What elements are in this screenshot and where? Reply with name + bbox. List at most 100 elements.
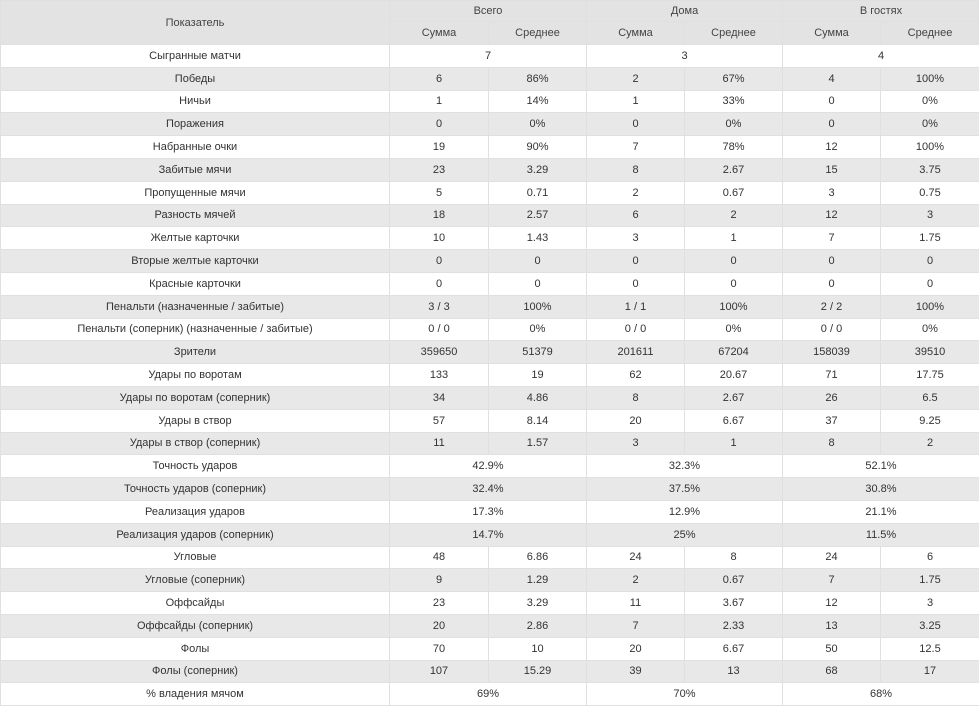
- average-cell: 90%: [489, 136, 587, 159]
- sum-cell: 3 / 3: [390, 295, 489, 318]
- sum-cell: 11: [587, 592, 685, 615]
- average-cell: 100%: [685, 295, 783, 318]
- average-cell: 2.67: [685, 158, 783, 181]
- row-label: Разность мячей: [1, 204, 390, 227]
- sum-cell: 0 / 0: [587, 318, 685, 341]
- merged-value-cell: 17.3%: [390, 500, 587, 523]
- average-cell: 9.25: [881, 409, 979, 432]
- sum-cell: 19: [390, 136, 489, 159]
- row-label: Ничьи: [1, 90, 390, 113]
- merged-value-cell: 4: [783, 45, 979, 68]
- sum-cell: 12: [783, 592, 881, 615]
- average-cell: 0.67: [685, 181, 783, 204]
- sum-cell: 0: [587, 113, 685, 136]
- average-cell: 51379: [489, 341, 587, 364]
- average-cell: 4.86: [489, 386, 587, 409]
- sum-cell: 2 / 2: [783, 295, 881, 318]
- sum-cell: 1: [587, 90, 685, 113]
- average-cell: 0.75: [881, 181, 979, 204]
- average-cell: 6.67: [685, 637, 783, 660]
- sum-cell: 15: [783, 158, 881, 181]
- sum-cell: 6: [390, 67, 489, 90]
- sum-cell: 62: [587, 364, 685, 387]
- sum-cell: 8: [587, 386, 685, 409]
- sum-cell: 18: [390, 204, 489, 227]
- sum-cell: 7: [783, 227, 881, 250]
- subheader-sum: Сумма: [587, 22, 685, 45]
- table-row: Пенальти (соперник) (назначенные / забит…: [1, 318, 979, 341]
- sum-cell: 158039: [783, 341, 881, 364]
- table-row: Реализация ударов (соперник)14.7%25%11.5…: [1, 523, 979, 546]
- sum-cell: 13: [783, 614, 881, 637]
- sum-cell: 9: [390, 569, 489, 592]
- merged-value-cell: 7: [390, 45, 587, 68]
- row-label: Пенальти (назначенные / забитые): [1, 295, 390, 318]
- sum-cell: 0: [390, 113, 489, 136]
- sum-cell: 24: [783, 546, 881, 569]
- average-cell: 6.5: [881, 386, 979, 409]
- row-label: Желтые карточки: [1, 227, 390, 250]
- sum-cell: 20: [587, 637, 685, 660]
- row-label: Точность ударов (соперник): [1, 478, 390, 501]
- sum-cell: 12: [783, 204, 881, 227]
- sum-cell: 1 / 1: [587, 295, 685, 318]
- sum-cell: 3: [587, 432, 685, 455]
- row-label: Удары по воротам (соперник): [1, 386, 390, 409]
- merged-value-cell: 21.1%: [783, 500, 979, 523]
- sum-cell: 133: [390, 364, 489, 387]
- sum-cell: 26: [783, 386, 881, 409]
- average-cell: 1.75: [881, 569, 979, 592]
- sum-cell: 359650: [390, 341, 489, 364]
- average-cell: 3.67: [685, 592, 783, 615]
- average-cell: 3: [881, 592, 979, 615]
- sum-cell: 4: [783, 67, 881, 90]
- average-cell: 20.67: [685, 364, 783, 387]
- row-label: Вторые желтые карточки: [1, 250, 390, 273]
- sum-cell: 5: [390, 181, 489, 204]
- average-cell: 100%: [881, 67, 979, 90]
- average-cell: 6: [881, 546, 979, 569]
- average-cell: 13: [685, 660, 783, 683]
- average-cell: 86%: [489, 67, 587, 90]
- group-header-total: Всего: [390, 1, 587, 22]
- sum-cell: 8: [587, 158, 685, 181]
- average-cell: 3.29: [489, 158, 587, 181]
- row-label: Удары в створ: [1, 409, 390, 432]
- sum-cell: 23: [390, 158, 489, 181]
- sum-cell: 0: [783, 272, 881, 295]
- average-cell: 100%: [489, 295, 587, 318]
- average-cell: 67%: [685, 67, 783, 90]
- average-cell: 2: [685, 204, 783, 227]
- merged-value-cell: 42.9%: [390, 455, 587, 478]
- row-label: Фолы (соперник): [1, 660, 390, 683]
- merged-value-cell: 3: [587, 45, 783, 68]
- row-label: % владения мячом: [1, 683, 390, 706]
- row-label: Реализация ударов: [1, 500, 390, 523]
- average-cell: 2: [881, 432, 979, 455]
- sum-cell: 34: [390, 386, 489, 409]
- average-cell: 1.43: [489, 227, 587, 250]
- sum-cell: 7: [783, 569, 881, 592]
- average-cell: 0%: [489, 113, 587, 136]
- average-cell: 67204: [685, 341, 783, 364]
- merged-value-cell: 32.3%: [587, 455, 783, 478]
- average-cell: 1.75: [881, 227, 979, 250]
- average-cell: 17: [881, 660, 979, 683]
